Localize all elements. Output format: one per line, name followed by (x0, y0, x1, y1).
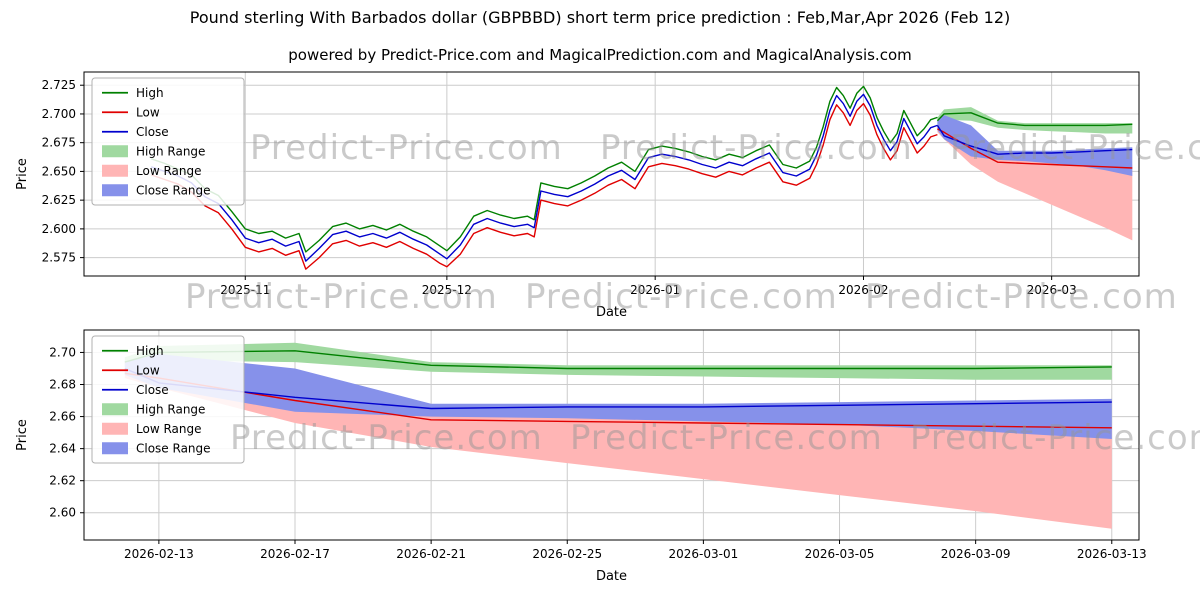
legend-label: Low Range (136, 422, 201, 436)
x-tick-label: 2025-11 (220, 283, 270, 297)
plot-border (83, 71, 1140, 277)
chart-subtitle: powered by Predict-Price.com and Magical… (288, 46, 912, 64)
high-line-forecast (936, 112, 1133, 127)
x-tick-label: 2026-02-13 (124, 547, 194, 561)
legend-label: High (136, 344, 164, 358)
x-axis-label: Date (596, 305, 627, 320)
legend-label: Low Range (136, 164, 201, 178)
legend-swatch-close_range (102, 184, 128, 197)
legend-label: High Range (136, 402, 205, 416)
price-history-and-forecast-chart: 2025-11 2025-12 2026-01 2026-02 2026-03 2.575… (15, 71, 1140, 320)
legend-swatch-low_range (102, 164, 128, 177)
x-tick-label: 2026-02-25 (532, 547, 602, 561)
close-line-forecast (936, 125, 1133, 155)
chart-title: Pound sterling With Barbados dollar (GBP… (189, 8, 1011, 27)
y-tick-label: 2.725 (42, 78, 76, 92)
x-tick-label: 2026-03 (1027, 283, 1077, 297)
legend-box (91, 335, 245, 464)
x-tick-label: 2026-02-21 (396, 547, 466, 561)
legend-swatch-close_range (102, 442, 128, 455)
y-tick-label: 2.66 (49, 410, 76, 424)
y-axis-label: Price (15, 158, 30, 190)
close-line-historical (150, 93, 938, 262)
legend-label: Close Range (136, 183, 211, 197)
high-range-band (124, 342, 1112, 380)
low-line-historical (150, 102, 938, 270)
y-tick-label: 2.650 (42, 164, 76, 178)
low-line-forecast (937, 128, 1133, 169)
legend-box (91, 77, 245, 206)
y-tick-label: 2.70 (49, 345, 76, 359)
legend-label: Close (136, 125, 169, 139)
close-range-band (937, 115, 1133, 176)
legend-label: High Range (136, 144, 205, 158)
forecast-detail-chart: 2026-02-13 2026-02-17 2026-02-21 2026-02-25… (15, 329, 1147, 584)
x-tick-label: 2026-03-09 (941, 547, 1011, 561)
y-tick-label: 2.60 (49, 506, 76, 520)
x-tick-label: 2025-12 (422, 283, 472, 297)
x-tick-label: 2026-03-13 (1077, 547, 1147, 561)
legend-swatch-high_range (102, 403, 128, 416)
x-tick-label: 2026-02-17 (260, 547, 330, 561)
y-tick-label: 2.64 (49, 442, 76, 456)
legend-label: High (136, 86, 164, 100)
y-axis-label: Price (15, 419, 30, 451)
x-tick-label: 2026-01 (630, 283, 680, 297)
x-tick-label: 2026-03-01 (669, 547, 739, 561)
y-tick-label: 2.575 (42, 251, 76, 265)
legend-label: Low (136, 363, 160, 377)
high-range-band (937, 107, 1133, 134)
legend-label: Low (136, 105, 160, 119)
high-line-historical (150, 85, 938, 253)
legend-label: Close (136, 383, 169, 397)
x-tick-label: 2026-02 (838, 283, 888, 297)
legend-label: Close Range (136, 441, 211, 455)
legend-swatch-low_range (102, 422, 128, 435)
y-tick-label: 2.625 (42, 193, 76, 207)
y-tick-label: 2.62 (49, 474, 76, 488)
x-axis-label: Date (596, 569, 627, 584)
y-tick-label: 2.675 (42, 136, 76, 150)
y-tick-label: 2.600 (42, 222, 76, 236)
plot-border (83, 329, 1140, 541)
x-tick-label: 2026-03-05 (805, 547, 875, 561)
y-tick-label: 2.68 (49, 378, 76, 392)
legend-swatch-high_range (102, 145, 128, 158)
close-range-band (124, 354, 1112, 439)
y-tick-label: 2.700 (42, 107, 76, 121)
